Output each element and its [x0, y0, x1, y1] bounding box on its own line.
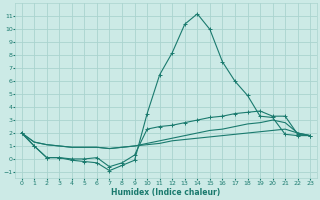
- X-axis label: Humidex (Indice chaleur): Humidex (Indice chaleur): [111, 188, 220, 197]
